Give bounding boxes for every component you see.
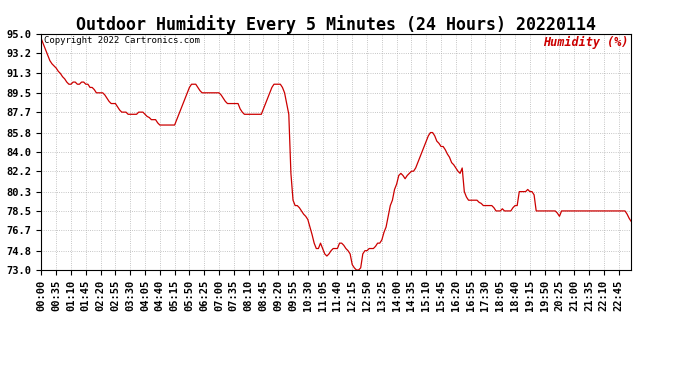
Title: Outdoor Humidity Every 5 Minutes (24 Hours) 20220114: Outdoor Humidity Every 5 Minutes (24 Hou…: [77, 15, 596, 34]
Text: Humidity (%): Humidity (%): [543, 36, 629, 49]
Text: Copyright 2022 Cartronics.com: Copyright 2022 Cartronics.com: [44, 36, 200, 45]
